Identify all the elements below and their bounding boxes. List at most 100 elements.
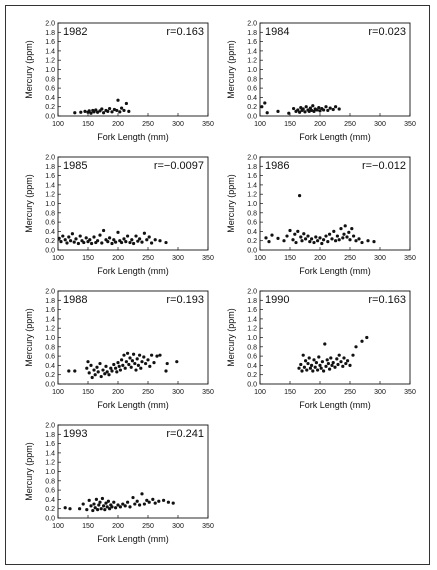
panel-year-label: 1986: [265, 160, 289, 172]
data-point: [86, 360, 90, 364]
data-point: [134, 234, 138, 238]
data-point: [132, 241, 136, 246]
x-tick-label: 200: [314, 255, 326, 262]
data-point: [98, 361, 102, 366]
data-point: [301, 107, 305, 111]
y-axis-label: Mercury (ppm): [226, 174, 236, 233]
y-tick-label: 0.6: [45, 354, 55, 361]
data-point: [326, 361, 330, 366]
data-point: [133, 361, 137, 366]
y-tick-label: 1.4: [247, 182, 257, 189]
x-tick-label: 300: [374, 389, 386, 396]
y-tick-label: 0.4: [247, 95, 257, 102]
y-tick-label: 2.0: [45, 289, 55, 296]
data-point: [347, 230, 351, 234]
data-point: [103, 508, 107, 512]
panel-year-label: 1993: [63, 428, 87, 440]
data-point: [128, 505, 132, 509]
data-point: [110, 110, 114, 114]
data-point: [153, 238, 157, 242]
y-tick-label: 2.0: [45, 423, 55, 430]
panel-1984: 0.0 0.2 0.4 0.6 0.8 1.0 1.2 1.4 1.6 1.8 2.0 100 150 2…: [226, 21, 416, 143]
data-point: [348, 363, 352, 367]
x-tick-label: 350: [202, 121, 214, 128]
data-point: [96, 110, 100, 114]
y-tick-label: 0.2: [45, 372, 55, 379]
data-point: [297, 366, 301, 370]
data-point: [276, 236, 280, 240]
data-point: [320, 241, 324, 246]
data-point: [153, 501, 157, 505]
data-point: [288, 228, 292, 233]
data-point: [304, 237, 308, 241]
data-point: [336, 362, 340, 367]
data-point: [59, 240, 63, 244]
data-point: [108, 236, 112, 240]
data-point: [142, 355, 146, 359]
correlation-label: r=0.193: [166, 294, 204, 306]
data-point: [337, 107, 341, 111]
data-point: [335, 357, 339, 361]
data-point: [139, 366, 143, 370]
data-point: [89, 504, 93, 508]
data-point: [88, 238, 92, 242]
data-point: [308, 366, 312, 370]
data-point: [326, 108, 330, 113]
data-point: [110, 505, 114, 509]
data-point: [318, 236, 322, 240]
y-tick-label: 1.0: [247, 335, 257, 342]
data-point: [304, 105, 308, 109]
x-tick-label: 250: [344, 255, 356, 262]
data-point: [147, 235, 151, 239]
y-tick-label: 0.2: [45, 238, 55, 245]
data-point: [326, 240, 330, 244]
panel-1982: 0.0 0.2 0.4 0.6 0.8 1.0 1.2 1.4 1.6 1.8 2.0 100 150 2…: [24, 21, 214, 143]
x-tick-label: 350: [404, 121, 416, 128]
data-point: [126, 500, 130, 504]
correlation-label: r=−0.0097: [154, 160, 204, 172]
data-point: [148, 364, 152, 368]
figure-frame: [5, 5, 430, 565]
y-tick-label: 1.0: [45, 67, 55, 74]
data-point: [345, 235, 349, 239]
y-tick-label: 1.4: [247, 48, 257, 55]
x-tick-label: 300: [374, 121, 386, 128]
data-point: [83, 109, 87, 113]
data-point: [106, 240, 110, 244]
data-point: [96, 239, 100, 243]
data-point: [300, 369, 304, 373]
data-point: [142, 502, 146, 506]
y-tick-label: 0.8: [45, 344, 55, 351]
data-point: [165, 361, 169, 366]
y-tick-label: 0.2: [247, 372, 257, 379]
data-point: [128, 356, 132, 360]
data-point: [342, 356, 346, 360]
data-point: [132, 352, 136, 356]
panel-1988: 0.0 0.2 0.4 0.6 0.8 1.0 1.2 1.4 1.6 1.8 2.0 100 150 2…: [24, 289, 214, 411]
data-point: [92, 235, 96, 239]
data-point: [296, 108, 300, 112]
data-point: [303, 110, 307, 114]
data-point: [299, 106, 303, 110]
y-tick-label: 1.0: [247, 201, 257, 208]
data-point: [328, 367, 332, 371]
data-point: [97, 503, 101, 507]
x-tick-label: 150: [82, 121, 94, 128]
data-point: [96, 370, 100, 374]
x-tick-label: 200: [112, 523, 124, 530]
data-point: [122, 108, 126, 113]
panel-year-label: 1982: [63, 26, 87, 38]
data-point: [112, 107, 116, 112]
data-point: [166, 500, 170, 504]
data-point: [140, 240, 144, 244]
data-point: [79, 110, 83, 114]
data-point: [302, 232, 306, 236]
data-point: [121, 502, 125, 506]
y-tick-label: 0.0: [45, 516, 55, 523]
x-tick-label: 150: [284, 389, 296, 396]
data-point: [293, 232, 297, 236]
y-tick-label: 1.6: [45, 173, 55, 180]
data-point: [352, 234, 356, 238]
data-point: [99, 374, 103, 379]
data-point: [121, 363, 125, 367]
